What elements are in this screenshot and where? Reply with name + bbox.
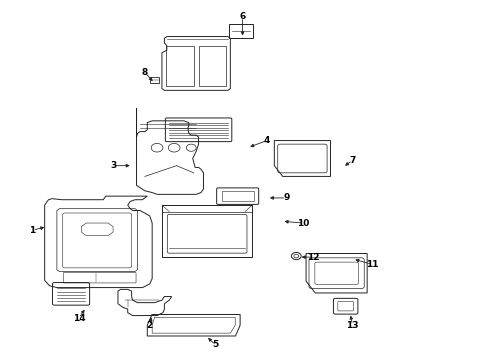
Bar [221, 191, 254, 201]
Text: 12: 12 [307, 253, 319, 262]
Text: 6: 6 [240, 12, 245, 21]
Text: 1: 1 [29, 226, 36, 235]
Text: 13: 13 [346, 321, 359, 330]
Text: 10: 10 [297, 219, 310, 228]
Text: 11: 11 [366, 260, 378, 269]
Text: 7: 7 [349, 156, 356, 165]
Text: 5: 5 [213, 341, 219, 350]
Text: 2: 2 [147, 321, 153, 330]
Bar [229, 24, 253, 39]
Text: 14: 14 [73, 314, 85, 323]
Text: 3: 3 [110, 161, 116, 170]
Text: 8: 8 [142, 68, 148, 77]
Bar [150, 77, 159, 83]
Text: 4: 4 [264, 136, 270, 145]
Text: 9: 9 [283, 193, 290, 202]
